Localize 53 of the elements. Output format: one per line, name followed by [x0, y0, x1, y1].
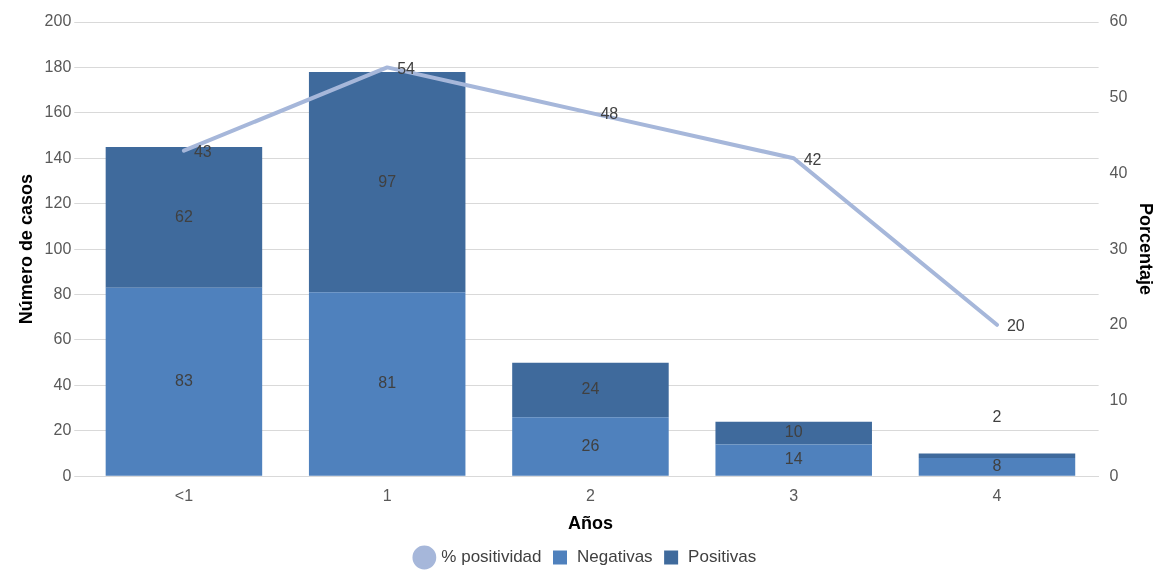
- y-tick-label: 100: [44, 239, 72, 257]
- data-label: 2: [992, 407, 1002, 425]
- y2-tick-label: 10: [1109, 390, 1128, 408]
- y-tick-label: 180: [44, 57, 72, 75]
- data-label: 43: [193, 143, 212, 161]
- y2-axis-title: Porcentaje: [1136, 203, 1157, 296]
- data-label: 8: [992, 457, 1002, 475]
- x-axis-title: Años: [567, 513, 613, 534]
- data-label: 24: [581, 380, 600, 398]
- data-label: 83: [175, 372, 193, 390]
- data-label: 62: [175, 207, 193, 225]
- x-tick-label: 3: [789, 487, 799, 505]
- y2-tick-label: 60: [1109, 12, 1128, 30]
- y-axis-title: Número de casos: [15, 174, 36, 325]
- bar: [715, 444, 872, 476]
- x-tick-label: 4: [992, 487, 1002, 505]
- y-tick-label: 200: [44, 12, 72, 30]
- y2-tick-label: 40: [1109, 163, 1128, 181]
- x-tick-label: 2: [586, 487, 595, 505]
- bar: [918, 453, 1076, 459]
- y-tick-label: 60: [53, 330, 72, 348]
- data-label: 42: [803, 150, 822, 168]
- data-label: 20: [1006, 317, 1025, 335]
- data-label: 54: [397, 59, 416, 77]
- y2-tick-label: 0: [1109, 466, 1119, 484]
- legend-label: Positivas: [688, 547, 757, 567]
- data-label: 48: [600, 105, 619, 123]
- legend-label: Negativas: [577, 547, 653, 567]
- y-tick-label: 20: [53, 421, 72, 439]
- bar: [512, 362, 669, 418]
- bar: [918, 458, 1076, 476]
- bar: [105, 146, 263, 288]
- y2-tick-label: 20: [1109, 315, 1128, 333]
- y-tick-label: 80: [53, 284, 72, 302]
- y2-tick-label: 30: [1109, 239, 1128, 257]
- bar: [715, 421, 872, 445]
- bar: [105, 287, 263, 476]
- y-tick-label: 140: [44, 148, 72, 166]
- data-label: 10: [784, 423, 803, 441]
- bar: [308, 292, 466, 476]
- legend-label: % positividad: [441, 547, 542, 567]
- y-tick-label: 120: [44, 194, 72, 212]
- data-label: 97: [378, 172, 397, 190]
- data-label: 81: [378, 374, 397, 392]
- x-tick-label: <1: [174, 487, 194, 505]
- data-label: 14: [784, 450, 803, 468]
- y-tick-label: 160: [44, 103, 72, 121]
- y-tick-label: 0: [62, 466, 72, 484]
- y-tick-label: 40: [53, 375, 72, 393]
- x-tick-label: 1: [382, 487, 392, 505]
- data-label: 26: [581, 436, 600, 454]
- bar: [512, 417, 669, 476]
- y2-tick-label: 50: [1109, 88, 1128, 106]
